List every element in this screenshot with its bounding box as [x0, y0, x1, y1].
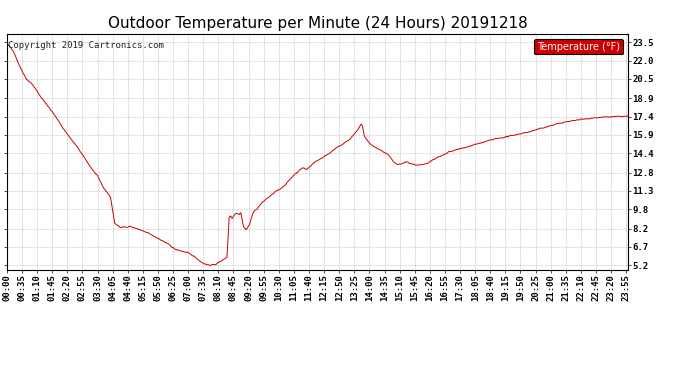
- Title: Outdoor Temperature per Minute (24 Hours) 20191218: Outdoor Temperature per Minute (24 Hours…: [108, 16, 527, 31]
- Legend: Temperature (°F): Temperature (°F): [534, 39, 623, 54]
- Text: Copyright 2019 Cartronics.com: Copyright 2019 Cartronics.com: [8, 41, 164, 50]
